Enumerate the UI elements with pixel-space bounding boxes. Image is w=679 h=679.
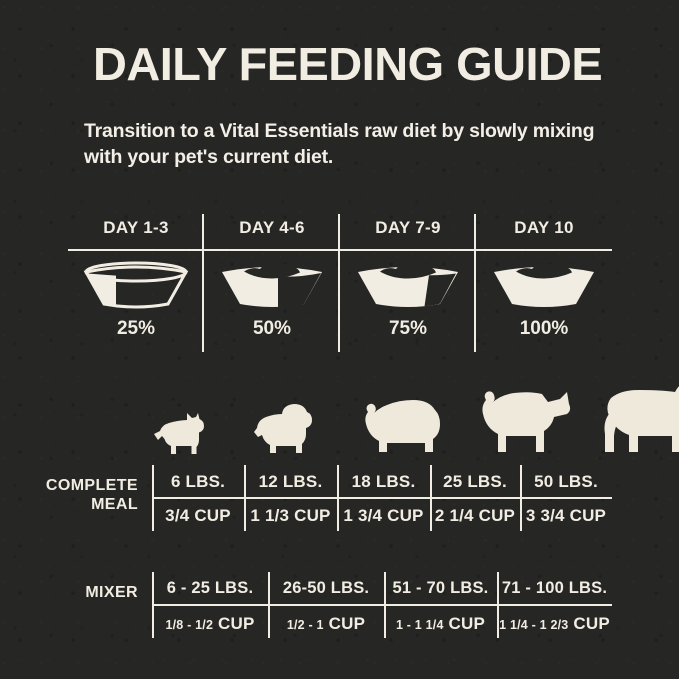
- complete-meal-table: COMPLETE MEAL 6 LBS. 12 LBS. 18 LBS. 25 …: [0, 462, 679, 536]
- dog-silhouette-medium-icon: [355, 394, 443, 461]
- day-label: DAY 1-3: [103, 218, 169, 237]
- complete-meal-amount: 1 1/3 CUP: [250, 506, 331, 525]
- complete-meal-weight: 6 LBS.: [170, 472, 226, 491]
- mixer-amount: 1 1/4 - 1 2/3 CUP: [497, 614, 612, 634]
- complete-meal-weight: 18 LBS.: [351, 472, 416, 491]
- day-label: DAY 4-6: [239, 218, 305, 237]
- mixer-weight: 71 - 100 LBS.: [501, 579, 608, 597]
- complete-meal-divider: [430, 465, 432, 531]
- mixer-amount: 1 - 1 1/4 CUP: [384, 614, 497, 634]
- transition-divider: [338, 214, 340, 352]
- dog-silhouette-xlarge-icon: [595, 378, 679, 461]
- day-percent: 75%: [388, 318, 428, 339]
- dog-bowl-icon: [78, 258, 194, 315]
- day-label: DAY 7-9: [375, 218, 441, 237]
- page-subtitle: Transition to a Vital Essentials raw die…: [84, 120, 595, 168]
- dog-bowl-icon: [350, 258, 466, 315]
- complete-meal-weight: 12 LBS.: [258, 472, 323, 491]
- mixer-weight: 6 - 25 LBS.: [166, 579, 254, 597]
- complete-meal-divider: [337, 465, 339, 531]
- day-percent: 50%: [252, 318, 292, 339]
- complete-meal-label-line1: COMPLETE: [45, 477, 138, 494]
- complete-meal-rule: [152, 497, 612, 499]
- dog-silhouette-large-icon: [470, 386, 574, 461]
- mixer-rule: [152, 604, 612, 606]
- complete-meal-amount: 2 1/4 CUP: [434, 506, 516, 525]
- complete-meal-amount: 3 3/4 CUP: [525, 506, 607, 525]
- complete-meal-amount: 3/4 CUP: [165, 506, 231, 525]
- mixer-amount-fraction: 1 1/4 - 1 2/3: [499, 618, 569, 632]
- day-percent: 25%: [116, 318, 156, 339]
- transition-column: DAY 7-9 75%: [340, 210, 476, 352]
- complete-meal-divider: [520, 465, 522, 531]
- transition-divider: [202, 214, 204, 352]
- mixer-amount-unit: CUP: [218, 614, 255, 633]
- mixer-amount: 1/2 - 1 CUP: [268, 614, 384, 634]
- complete-meal-divider: [152, 465, 154, 531]
- mixer-amount-fraction: 1/2 - 1: [286, 618, 324, 632]
- mixer-table: MIXER 6 - 25 LBS. 26-50 LBS. 51 - 70 LBS…: [0, 560, 679, 638]
- dog-silhouette-xsmall-icon: [150, 410, 208, 461]
- dog-bowl-icon: [214, 258, 330, 315]
- mixer-amount-unit: CUP: [573, 614, 610, 633]
- transition-column: DAY 4-6 50%: [204, 210, 340, 352]
- transition-column: DAY 10 100%: [476, 210, 612, 352]
- mixer-label: MIXER: [85, 584, 138, 601]
- mixer-amount: 1/8 - 1/2 CUP: [152, 614, 268, 634]
- complete-meal-amount: 1 3/4 CUP: [343, 506, 424, 525]
- dog-silhouette-small-icon: [250, 401, 320, 461]
- transition-schedule: DAY 1-3 25% DAY 4-6 50%: [68, 210, 612, 352]
- mixer-amount-unit: CUP: [328, 614, 366, 633]
- mixer-amount-fraction: 1/8 - 1/2: [165, 618, 214, 632]
- mixer-weight: 26-50 LBS.: [282, 579, 370, 597]
- complete-meal-label-line2: MEAL: [91, 496, 138, 513]
- complete-meal-label: COMPLETE MEAL: [0, 476, 138, 514]
- transition-column: DAY 1-3 25%: [68, 210, 204, 352]
- mixer-amount-unit: CUP: [448, 614, 486, 633]
- mixer-divider: [384, 572, 386, 638]
- transition-horizontal-rule: [68, 249, 612, 251]
- day-percent: 100%: [519, 318, 569, 339]
- complete-meal-weight: 25 LBS.: [443, 472, 507, 491]
- mixer-divider: [268, 572, 270, 638]
- mixer-weight: 51 - 70 LBS.: [392, 579, 489, 597]
- mixer-divider: [152, 572, 154, 638]
- complete-meal-weight: 50 LBS.: [534, 472, 598, 491]
- page-title: DAILY FEEDING GUIDE: [93, 38, 603, 90]
- dog-bowl-icon: [486, 258, 602, 315]
- day-label: DAY 10: [514, 218, 574, 237]
- mixer-amount-fraction: 1 - 1 1/4: [395, 618, 444, 632]
- dog-size-row: [140, 383, 679, 461]
- transition-divider: [474, 214, 476, 352]
- complete-meal-divider: [244, 465, 246, 531]
- mixer-divider: [497, 572, 499, 638]
